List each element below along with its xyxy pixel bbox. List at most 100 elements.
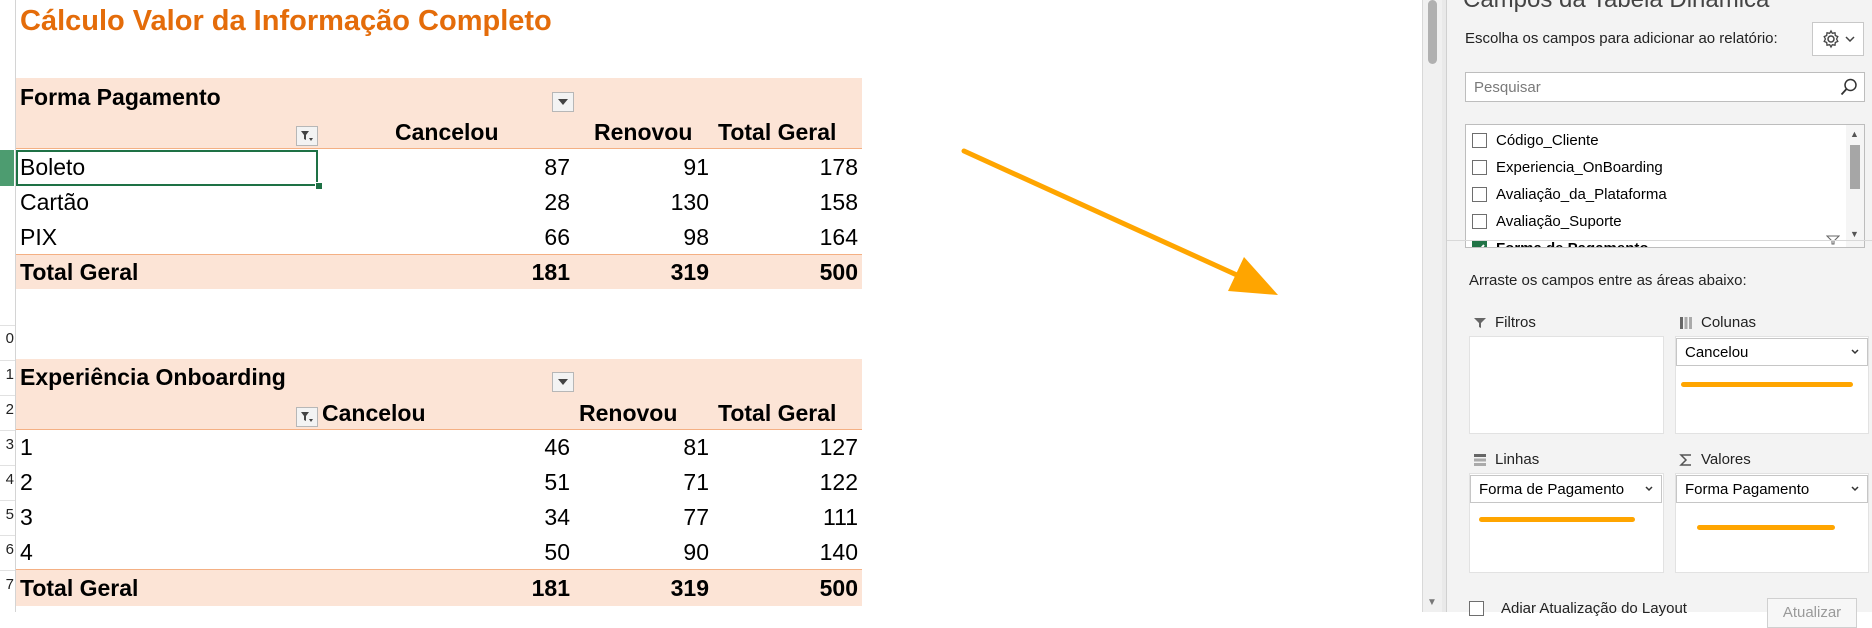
field-search-box[interactable] [1465, 72, 1865, 102]
filters-area-header: Filtros [1473, 314, 1536, 331]
column-filter-dropdown[interactable] [552, 92, 574, 112]
pane-subtitle: Escolha os campos para adicionar ao rela… [1465, 30, 1778, 47]
pivot1-total-label[interactable]: Total Geral [20, 259, 139, 285]
pivot1-cell[interactable]: 178 [819, 154, 858, 180]
search-icon[interactable] [1840, 78, 1858, 96]
field-item[interactable]: Forma de Pagamento [1472, 235, 1649, 247]
pivot2-cell[interactable]: 50 [544, 539, 570, 565]
field-checkbox-checked[interactable] [1472, 240, 1487, 247]
field-item[interactable]: Avaliação_Suporte [1472, 208, 1622, 234]
pivot2-total-cell[interactable]: 319 [670, 575, 709, 601]
field-settings-button[interactable] [1812, 22, 1864, 56]
pivot2-col-header: Renovou [579, 400, 678, 426]
pivot2-cell[interactable]: 111 [823, 504, 858, 530]
pivot2-cell[interactable]: 34 [544, 504, 570, 530]
row-number[interactable]: 6 [5, 541, 14, 558]
pivot2-cell[interactable]: 81 [683, 434, 709, 460]
field-item[interactable]: Experiencia_OnBoarding [1472, 154, 1663, 180]
pivot2-field-label: Experiência Onboarding [20, 364, 286, 390]
field-list[interactable]: Código_Cliente Experiencia_OnBoarding Av… [1465, 124, 1865, 248]
pivot2-cell[interactable]: 46 [544, 434, 570, 460]
pivot2-cell[interactable]: 122 [819, 469, 858, 495]
field-item[interactable]: Código_Cliente [1472, 127, 1599, 153]
pivot1-cell[interactable]: 158 [819, 189, 858, 215]
update-button[interactable]: Atualizar [1767, 598, 1857, 628]
row-number[interactable]: 0 [5, 330, 14, 347]
field-checkbox[interactable] [1472, 186, 1487, 202]
pivot1-row-label[interactable]: PIX [20, 224, 58, 250]
columns-field-pill[interactable]: Cancelou [1676, 338, 1868, 366]
sheet-vertical-scrollbar[interactable]: ▼ [1422, 0, 1443, 612]
pivot1-cell[interactable]: 66 [544, 224, 570, 250]
chevron-down-icon[interactable] [1850, 482, 1860, 496]
pivot1-cell[interactable]: 91 [683, 154, 709, 180]
defer-update-row[interactable]: Adiar Atualização do Layout [1469, 600, 1687, 617]
spreadsheet-grid[interactable]: 0 1 2 3 4 5 6 7 Cálculo Valor da Informa… [0, 0, 1422, 612]
chevron-down-icon [558, 379, 568, 385]
filter-icon [1826, 235, 1840, 245]
field-item-label: Avaliação_Suporte [1496, 212, 1622, 230]
field-checkbox[interactable] [1472, 132, 1487, 148]
chevron-down-icon[interactable] [1644, 482, 1654, 496]
row-filter-dropdown[interactable] [296, 407, 318, 427]
row-header: 0 1 2 3 4 5 6 7 [0, 0, 16, 612]
row-number[interactable]: 4 [5, 471, 14, 488]
pivot2-total-label[interactable]: Total Geral [20, 575, 139, 601]
scroll-down-arrow[interactable]: ▼ [1427, 597, 1437, 608]
field-item[interactable]: Avaliação_da_Plataforma [1472, 181, 1667, 207]
filter-icon [1474, 317, 1486, 328]
row-number[interactable]: 1 [5, 366, 14, 383]
scroll-down-arrow[interactable]: ▼ [1850, 229, 1859, 239]
pivot2-total-cell[interactable]: 181 [531, 575, 570, 601]
row-number[interactable]: 5 [5, 506, 14, 523]
scroll-up-arrow[interactable]: ▲ [1850, 129, 1859, 139]
pivot1-cell[interactable]: 130 [670, 189, 709, 215]
pivot2-cell[interactable]: 51 [544, 469, 570, 495]
field-checkbox[interactable] [1472, 159, 1487, 175]
check-icon [1480, 243, 1485, 247]
pivot2-cell[interactable]: 90 [683, 539, 709, 565]
filters-drop-area[interactable] [1469, 336, 1664, 434]
pivot1-total-cell[interactable]: 500 [819, 259, 858, 285]
row-filter-dropdown[interactable] [296, 126, 318, 146]
row-number[interactable]: 2 [5, 401, 14, 418]
scrollbar-thumb[interactable] [1850, 145, 1860, 189]
pane-title: Campos da Tabela Dinâmica [1463, 0, 1769, 14]
field-item-label: Código_Cliente [1496, 131, 1599, 149]
pivot1-cell[interactable]: 98 [683, 224, 709, 250]
values-area-header: Valores [1679, 451, 1751, 468]
rows-field-pill[interactable]: Forma de Pagamento [1470, 475, 1662, 503]
row-number[interactable]: 7 [5, 576, 14, 593]
field-list-scrollbar[interactable]: ▲ ▼ [1846, 125, 1864, 247]
pivot2-total-cell[interactable]: 500 [819, 575, 858, 601]
fill-handle[interactable] [315, 182, 323, 190]
pivot2-cell[interactable]: 127 [819, 434, 858, 460]
pivot1-field-label: Forma Pagamento [20, 84, 221, 110]
field-checkbox[interactable] [1472, 213, 1487, 229]
arrow-annotation [961, 148, 1278, 295]
column-filter-dropdown[interactable] [552, 372, 574, 392]
pivot1-cell[interactable]: 28 [544, 189, 570, 215]
pivot1-row-label[interactable]: Cartão [20, 189, 90, 215]
pivot1-total-cell[interactable]: 181 [531, 259, 570, 285]
defer-update-checkbox[interactable] [1469, 601, 1484, 616]
pivot2-cell[interactable]: 140 [819, 539, 858, 565]
pivot1-cell[interactable]: 164 [819, 224, 858, 250]
chevron-down-icon [1845, 36, 1855, 42]
values-field-pill[interactable]: Forma Pagamento [1676, 475, 1868, 503]
pivot1-total-cell[interactable]: 319 [670, 259, 709, 285]
pivot2-row-label[interactable]: 4 [20, 539, 33, 565]
rows-area-label: Linhas [1495, 451, 1540, 468]
pivot1-row-label[interactable]: Boleto [20, 154, 86, 180]
scrollbar-thumb[interactable] [1428, 0, 1437, 64]
pivot1-cell[interactable]: 87 [544, 154, 570, 180]
pivot2-cell[interactable]: 71 [683, 469, 709, 495]
pivot2-row-label[interactable]: 1 [20, 434, 33, 460]
row-number[interactable]: 3 [5, 436, 14, 453]
search-input[interactable] [1472, 78, 1816, 97]
pivot2-row-label[interactable]: 3 [20, 504, 33, 530]
pivot1-total-band [16, 255, 862, 289]
pivot2-cell[interactable]: 77 [683, 504, 709, 530]
chevron-down-icon[interactable] [1850, 345, 1860, 359]
pivot2-row-label[interactable]: 2 [20, 469, 33, 495]
